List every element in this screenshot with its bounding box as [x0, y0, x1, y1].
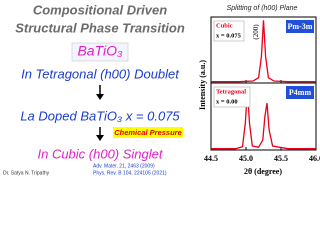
plot-frame	[210, 82, 317, 151]
title: Structural Phase Transition	[15, 20, 185, 35]
x-tick-label: 46.0	[309, 154, 320, 163]
arrow	[96, 135, 104, 141]
x-tick-label: 45.0	[239, 154, 253, 163]
step: La Doped BaTiO₃ x = 0.075	[20, 108, 180, 123]
compound-box	[71, 42, 129, 62]
phase-box	[213, 20, 245, 42]
reference: Adv. Mater. 21, 2463 (2009)	[93, 163, 155, 169]
reference: Phys. Rev. B 104, 224105 (2021)	[93, 170, 167, 176]
space-group: Pm-3m	[288, 22, 313, 31]
x-axis-label: 2θ (degree)	[244, 167, 282, 176]
title: Compositional Driven	[33, 2, 167, 17]
space-group-box	[286, 86, 314, 99]
x-tick-label: 45.5	[274, 154, 288, 163]
y-axis-label: Intensity (a.u.)	[198, 60, 207, 110]
space-group: P4mm	[289, 88, 312, 97]
composition-label: x = 0.075	[216, 32, 242, 39]
phase-box	[213, 86, 251, 108]
composition-label: x = 0.00	[216, 98, 238, 105]
arrow	[96, 94, 104, 100]
reflection-label: (200)	[252, 24, 260, 40]
x-tick-label: 44.5	[204, 154, 218, 163]
badge: Chemical Pressure	[114, 128, 182, 137]
space-group-box	[286, 20, 314, 33]
slide: Compositional Driven Structural Phase Tr…	[3, 2, 320, 177]
chart-title: Splitting of (h00) Plane	[227, 5, 298, 12]
xrd-curve	[211, 20, 316, 83]
step: In Cubic (h00) Singlet	[37, 146, 163, 161]
compound: BaTiO₃	[77, 43, 123, 59]
phase-label: Tetragonal	[216, 88, 246, 95]
badge-box	[113, 127, 183, 138]
xrd-curve	[211, 89, 316, 150]
step: In Tetragonal (h00) Doublet	[21, 66, 180, 81]
author: Dr. Satya N. Tripathy	[3, 170, 50, 176]
phase-label: Cubic	[216, 22, 233, 29]
